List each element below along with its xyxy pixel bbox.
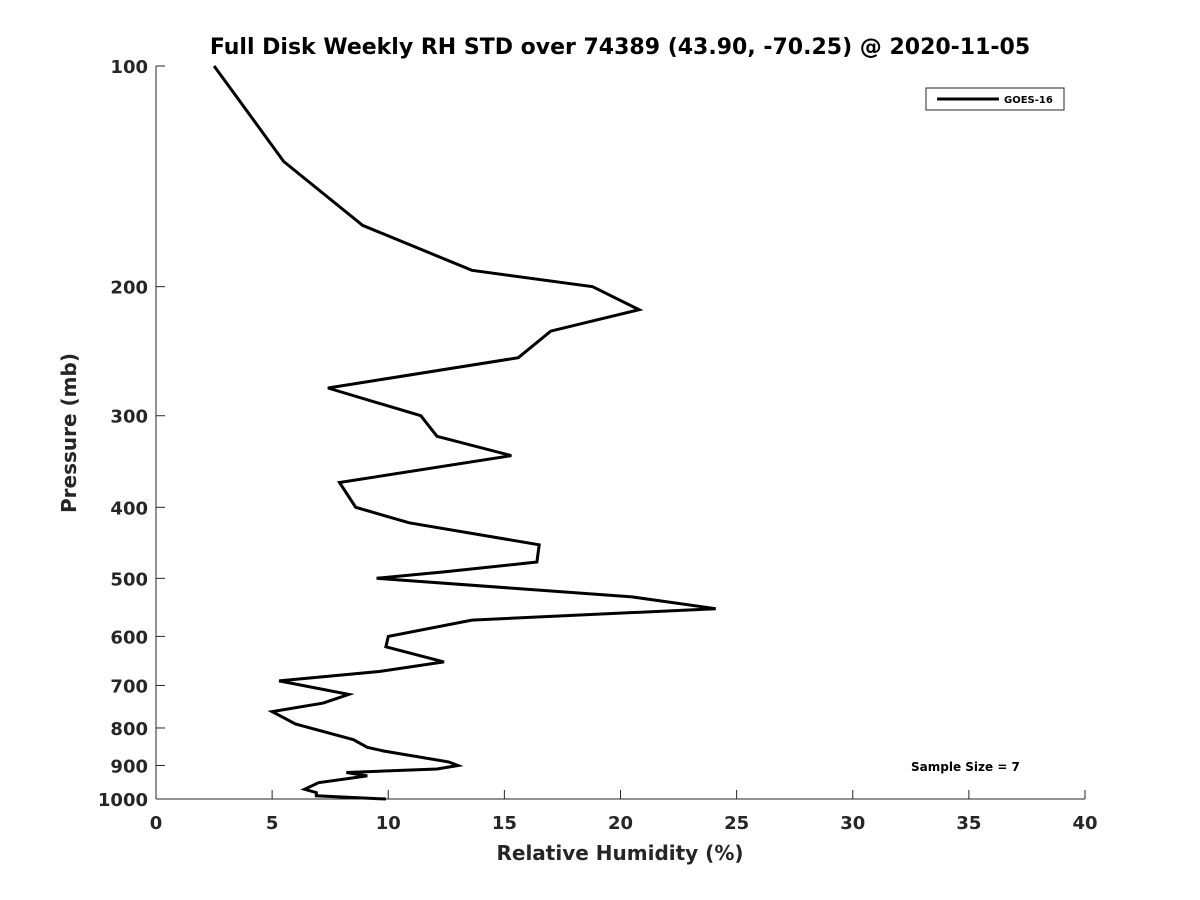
y-tick-label: 900 [110,756,148,777]
x-tick-label: 0 [150,813,163,834]
x-tick-label: 5 [266,813,279,834]
y-tick-label: 500 [110,569,148,590]
series-line-goes-16 [212,65,716,801]
x-tick-label: 10 [376,813,401,834]
x-tick-label: 30 [840,813,865,834]
x-tick-label: 20 [608,813,633,834]
legend: GOES-16 [925,87,1065,111]
y-tick-label: 200 [110,278,148,299]
y-tick-label: 600 [110,627,148,648]
legend-label-goes-16: GOES-16 [1004,95,1053,106]
x-axis-title: Relative Humidity (%) [496,841,743,865]
x-tick-label: 25 [724,813,749,834]
series-layer [212,65,716,801]
y-tick-label: 300 [110,407,148,428]
x-tick-label: 15 [492,813,517,834]
y-tick-label: 800 [110,719,148,740]
y-tick-label: 1000 [98,790,148,811]
y-tick-label: 400 [110,498,148,519]
y-tick-label: 100 [110,57,148,78]
chart-title: Full Disk Weekly RH STD over 74389 (43.9… [210,35,1030,60]
x-axis-ticks: 0 5 10 15 20 25 30 35 40 [150,790,1098,834]
sample-size-annotation: Sample Size = 7 [911,760,1020,774]
y-axis-ticks: 100 200 300 400 500 600 700 800 900 1000 [98,57,165,811]
y-tick-label: 700 [110,676,148,697]
x-tick-label: 40 [1072,813,1097,834]
x-tick-label: 35 [956,813,981,834]
y-axis-title: Pressure (mb) [57,353,81,513]
